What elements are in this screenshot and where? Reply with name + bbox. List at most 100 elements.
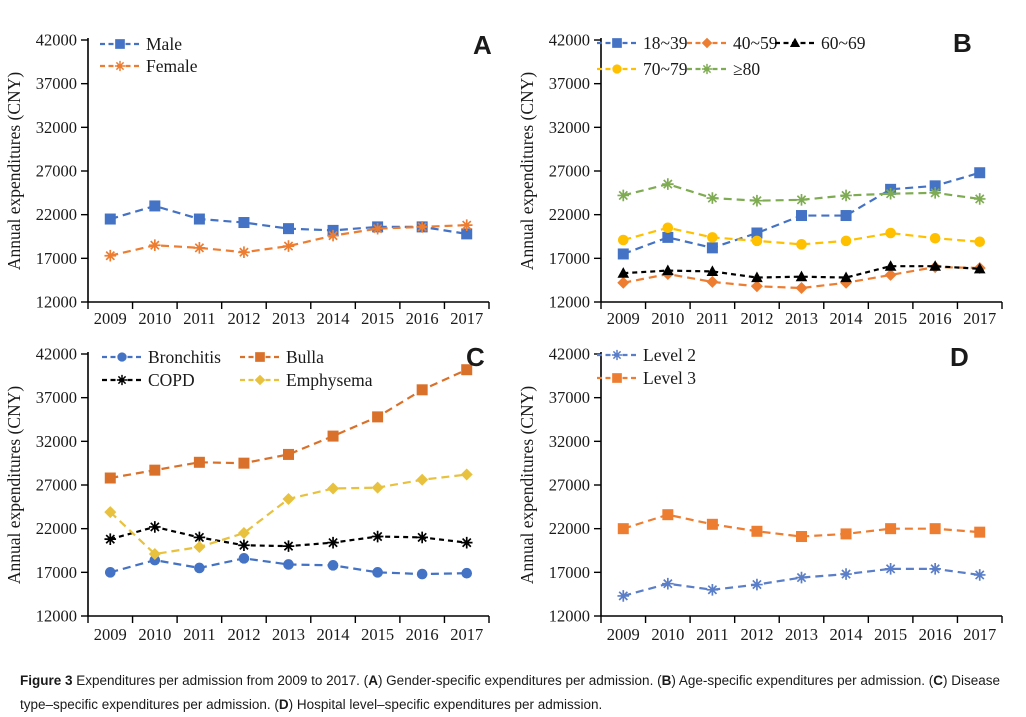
asterisk-marker <box>104 249 117 262</box>
caption-bold-segment: C <box>933 673 943 688</box>
circle-marker <box>707 232 718 243</box>
y-axis-title: Annual expenditures (CNY) <box>4 72 24 270</box>
square-marker <box>372 411 384 423</box>
legend-item-copd: COPD <box>102 370 195 390</box>
caption-bold-segment: D <box>278 697 289 713</box>
asterisk-marker <box>617 590 630 602</box>
square-marker <box>238 457 250 469</box>
circle-marker <box>617 234 629 246</box>
series-line-70-79 <box>622 226 980 246</box>
y-tick-label: 32000 <box>549 432 590 451</box>
asterisk-marker <box>840 568 852 580</box>
x-tick-label: 2012 <box>740 309 773 328</box>
asterisk-marker <box>751 578 763 591</box>
x-tick-label: 2012 <box>740 625 773 644</box>
diamond-marker <box>701 37 713 49</box>
caption-bold-segment: Figure 3 <box>20 673 77 688</box>
y-tick-label: 17000 <box>549 563 590 582</box>
x-tick-label: 2016 <box>919 625 952 644</box>
square-marker <box>461 228 473 240</box>
y-tick-label: 32000 <box>36 118 77 137</box>
legend-label: Level 3 <box>643 368 696 388</box>
square-marker <box>283 448 294 460</box>
diamond-marker <box>282 492 295 505</box>
square-marker <box>104 213 116 225</box>
x-tick-label: 2010 <box>651 309 684 328</box>
caption-bold-segment: B <box>661 673 672 688</box>
y-tick-label: 27000 <box>549 476 590 495</box>
square-marker <box>706 242 718 254</box>
circle-marker <box>612 64 622 74</box>
circle-marker <box>929 232 941 244</box>
y-tick-label: 12000 <box>36 607 77 626</box>
triangle-marker <box>617 267 630 278</box>
circle-marker <box>974 236 986 248</box>
triangle-marker <box>929 260 941 271</box>
x-tick-label: 2017 <box>450 625 483 644</box>
asterisk-marker <box>884 187 897 200</box>
chart-panel-b: 12000 17000 22000 27000 32000 37000 42000 2009 2… <box>513 0 1026 330</box>
diamond-marker <box>884 268 897 281</box>
asterisk-marker <box>114 60 126 72</box>
asterisk-marker <box>929 187 941 199</box>
charts-grid: 12000 17000 22000 27000 32000 37000 42000 2009 2… <box>0 0 1026 660</box>
caption-segment: ) Hospital level–specific expenditures p… <box>288 697 603 713</box>
circle-marker <box>372 567 383 578</box>
y-tick-label: 27000 <box>36 476 77 495</box>
asterisk-marker <box>416 221 428 233</box>
legend-item-male: Male <box>100 34 182 54</box>
square-marker <box>193 456 205 468</box>
y-tick-label: 42000 <box>549 31 590 50</box>
caption-segment: ) Disease type–specific expenditures per… <box>20 673 1000 713</box>
triangle-marker <box>840 271 852 283</box>
asterisk-marker <box>416 531 428 544</box>
triangle-marker <box>662 264 674 276</box>
series-line-bronchitis <box>109 557 467 576</box>
triangle-marker <box>789 37 801 48</box>
y-tick-label: 27000 <box>36 162 77 181</box>
chart-svg-b: 12000 17000 22000 27000 32000 37000 42000 2009 2… <box>517 28 1003 328</box>
chart-panel-c: 12000 17000 22000 27000 32000 37000 42000 2009 2… <box>0 330 513 660</box>
square-marker <box>617 248 629 260</box>
y-tick-label: 32000 <box>549 118 590 137</box>
x-tick-label: 2010 <box>138 625 171 644</box>
square-marker <box>461 364 473 376</box>
diamond-marker <box>617 276 630 289</box>
x-tick-label: 2009 <box>94 309 127 328</box>
asterisk-marker <box>327 536 339 549</box>
legend-item-level-3: Level 3 <box>597 368 696 388</box>
x-tick-label: 2011 <box>696 625 728 644</box>
y-axis-title: Annual expenditures (CNY) <box>517 386 537 584</box>
legend-label: 70~79 <box>643 59 688 79</box>
x-tick-label: 2016 <box>406 309 439 328</box>
legend-label: Level 2 <box>643 345 696 365</box>
legend-item-60-69: 60~69 <box>775 33 866 53</box>
caption-segment: Expenditures per admission from 2009 to … <box>76 673 369 688</box>
asterisk-marker <box>701 63 713 75</box>
square-marker <box>662 231 674 243</box>
chart-svg-d: 12000 17000 22000 27000 32000 37000 42000 2009 2… <box>517 342 1003 644</box>
square-marker <box>885 523 897 535</box>
asterisk-marker <box>706 584 719 596</box>
y-tick-label: 12000 <box>549 293 590 312</box>
diamond-marker <box>327 482 340 495</box>
circle-marker <box>194 562 205 574</box>
asterisk-marker <box>662 577 674 590</box>
y-tick-label: 22000 <box>549 519 590 538</box>
y-tick-label: 42000 <box>549 345 590 364</box>
legend-label: ≥80 <box>733 59 760 79</box>
square-marker <box>283 223 294 235</box>
square-marker <box>751 227 763 239</box>
square-marker <box>255 352 265 362</box>
series-line-level-2 <box>622 567 980 597</box>
y-tick-label: 22000 <box>36 205 77 224</box>
square-marker <box>238 217 250 229</box>
y-axis-title: Annual expenditures (CNY) <box>4 386 24 584</box>
y-tick-label: 42000 <box>36 345 77 364</box>
chart-svg-a: 12000 17000 22000 27000 32000 37000 42000 2009 2… <box>4 30 492 328</box>
circle-marker <box>461 567 473 579</box>
square-marker <box>149 464 161 476</box>
triangle-marker <box>973 262 986 274</box>
asterisk-marker <box>884 563 897 575</box>
x-tick-label: 2014 <box>830 625 863 644</box>
